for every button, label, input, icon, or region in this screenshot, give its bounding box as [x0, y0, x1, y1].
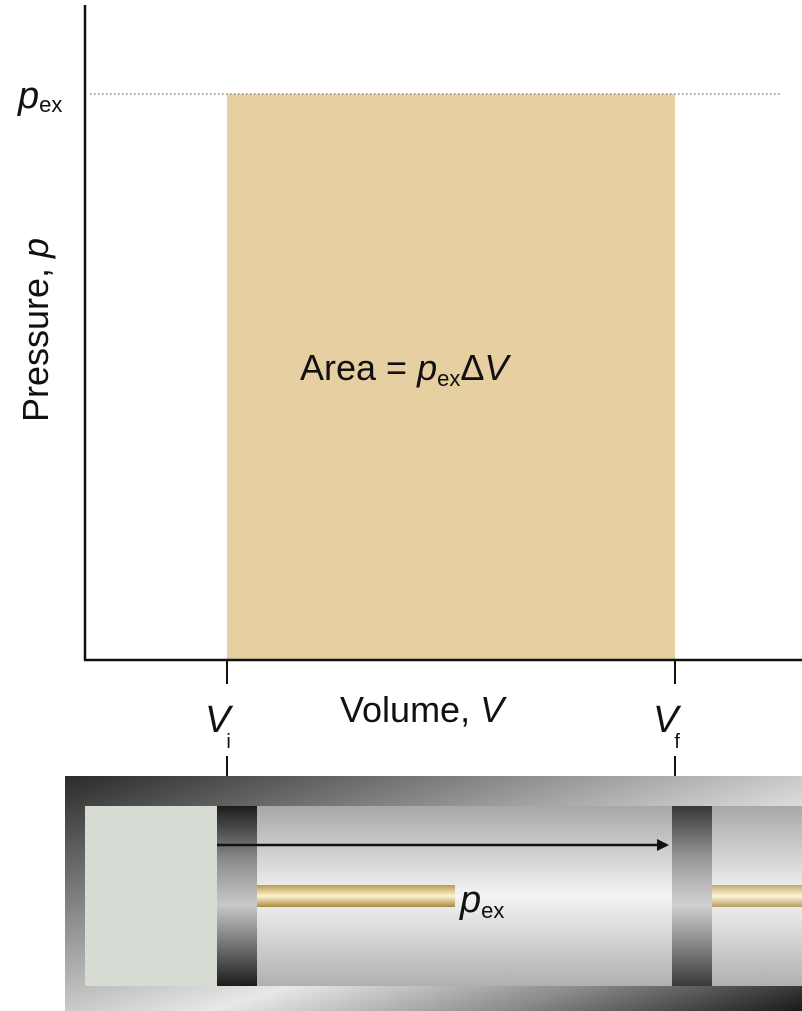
text-part: Volume, [340, 689, 480, 730]
piston-label: pex [459, 879, 504, 923]
text-part: ex [437, 366, 460, 391]
text-part: f [674, 731, 680, 753]
y-axis-label: Pressure, p [15, 238, 56, 422]
gas [85, 806, 217, 986]
piston [217, 806, 257, 986]
text-part: V [653, 699, 682, 741]
text-part: i [226, 731, 230, 753]
text-part: p [416, 347, 437, 388]
text-part: Δ [460, 347, 484, 388]
text-part: ex [481, 898, 504, 923]
piston-rod-final [712, 885, 802, 907]
text-part: p [15, 238, 56, 259]
text-part: V [484, 347, 511, 388]
area-label: Area = pexΔV [300, 347, 511, 391]
text-part: p [459, 879, 481, 921]
text-part: V [205, 699, 234, 741]
piston-final [672, 806, 712, 986]
text-part: Pressure, [15, 258, 56, 422]
y-tick-label: pex [17, 75, 62, 117]
text-part: Area = [300, 347, 417, 388]
text-part: p [17, 75, 39, 117]
text-part: ex [39, 92, 62, 117]
text-part: V [480, 689, 507, 730]
cylinder [65, 776, 802, 1011]
piston-rod [257, 885, 455, 907]
x-axis-label: Volume, V [340, 689, 507, 730]
work-area [227, 94, 675, 660]
